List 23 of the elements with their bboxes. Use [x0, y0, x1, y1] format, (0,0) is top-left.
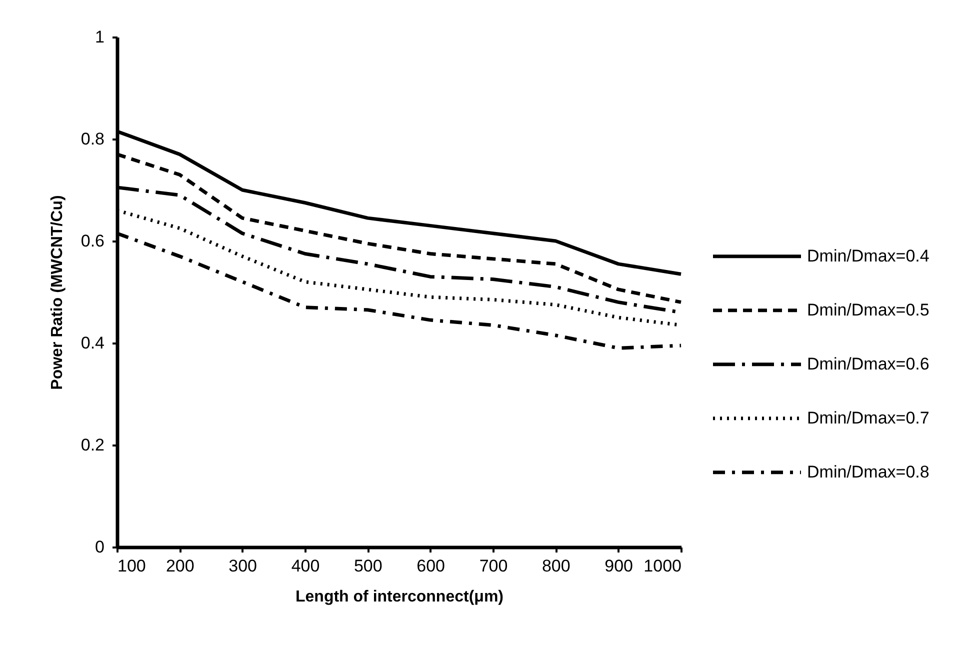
x-tick-label: 1000 [644, 556, 682, 576]
y-axis-title: Power Ratio (MWCNT/Cu) [48, 195, 66, 390]
x-tick-label: 900 [604, 556, 634, 576]
x-tick-label: 300 [228, 556, 258, 576]
x-axis-title: Length of interconnect(μm) [296, 588, 504, 606]
x-tick-label: 100 [118, 556, 146, 576]
x-tick-label: 800 [542, 556, 570, 576]
x-tick-label: 700 [479, 556, 508, 576]
text: Dmin/Dmax=0.7 [807, 408, 930, 428]
y-tick-label: 1 [95, 28, 104, 46]
text: Dmin/Dmax=0.8 [807, 462, 930, 482]
y-tick-label: 0.2 [80, 436, 104, 454]
y-tick-label: 0.8 [80, 130, 104, 148]
y-tick-label: 0 [95, 538, 104, 556]
text: Dmin/Dmax=0.6 [807, 354, 930, 374]
x-tick-label: 200 [166, 556, 194, 576]
x-tick-label: 400 [291, 556, 320, 576]
y-tick-label: 0.6 [80, 232, 104, 250]
x-tick-label: 500 [354, 556, 382, 576]
y-tick-label: 0.4 [80, 334, 104, 352]
text: Dmin/Dmax=0.4 [807, 246, 930, 266]
x-tick-label: 600 [416, 556, 446, 576]
text: Dmin/Dmax=0.5 [807, 300, 930, 320]
